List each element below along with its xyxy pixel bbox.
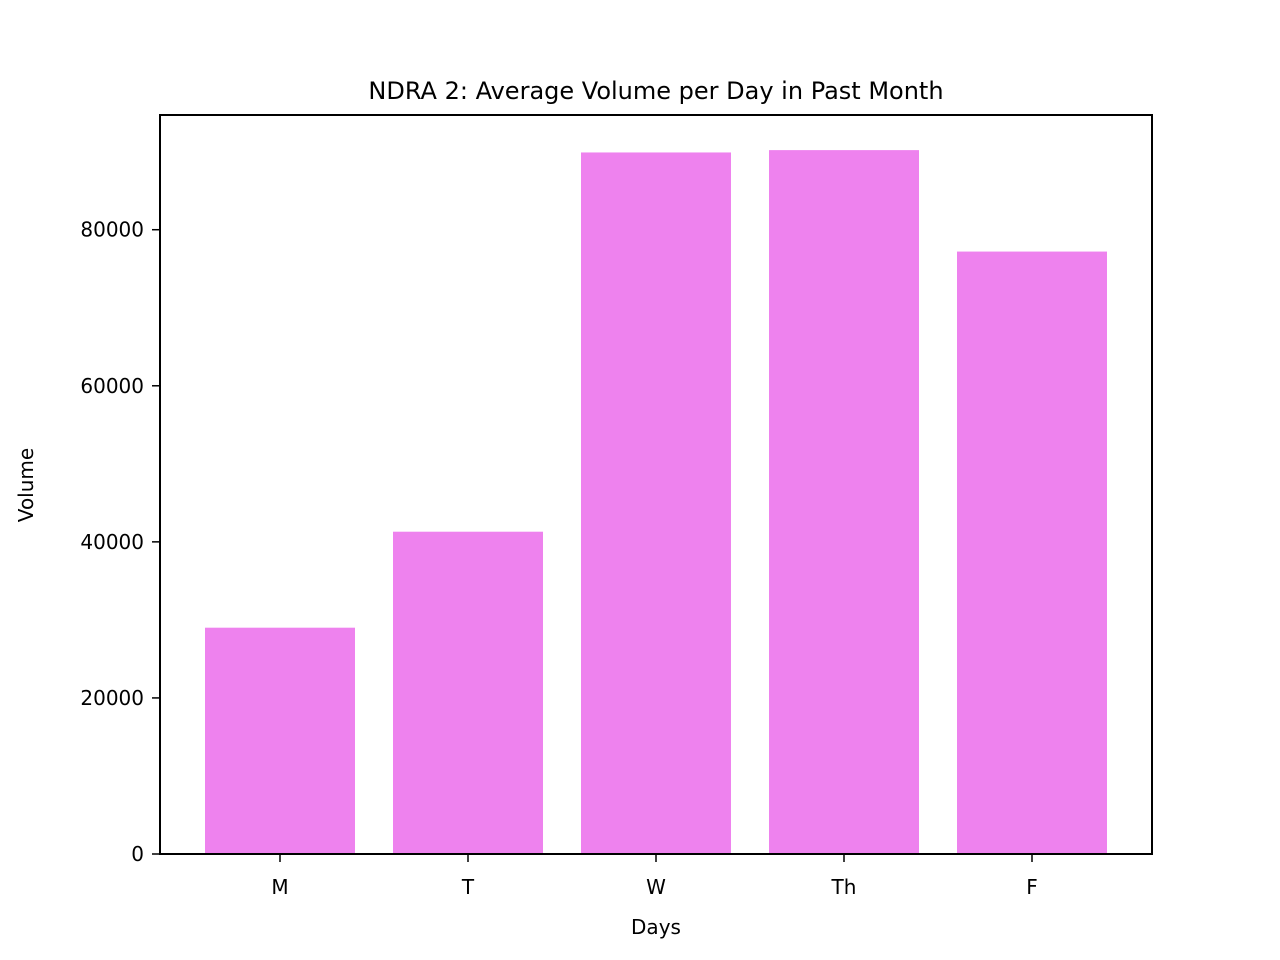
y-tick-label: 40000 xyxy=(80,530,144,554)
x-tick-label: W xyxy=(646,875,666,899)
y-tick-label: 0 xyxy=(131,842,144,866)
y-tick-label: 80000 xyxy=(80,218,144,242)
bar-t xyxy=(393,531,543,854)
x-tick-label: F xyxy=(1026,875,1038,899)
x-tick-label: M xyxy=(271,875,288,899)
y-tick-label: 20000 xyxy=(80,686,144,710)
y-axis-label: Volume xyxy=(14,448,38,522)
x-axis-label: Days xyxy=(631,915,681,939)
plot-frame xyxy=(159,114,1153,855)
y-tick-label: 60000 xyxy=(80,374,144,398)
y-ticks-group: 0 20000 40000 60000 80000 xyxy=(80,218,160,866)
bar-th xyxy=(769,150,919,854)
x-ticks-group: M T W Th F xyxy=(271,854,1038,899)
x-tick-label: T xyxy=(461,875,475,899)
bar-w xyxy=(581,152,731,855)
bar-m xyxy=(205,627,355,854)
x-tick-label: Th xyxy=(831,875,857,899)
bar-f xyxy=(957,251,1107,854)
bars-group xyxy=(205,150,1107,855)
chart-title: NDRA 2: Average Volume per Day in Past M… xyxy=(368,77,943,105)
